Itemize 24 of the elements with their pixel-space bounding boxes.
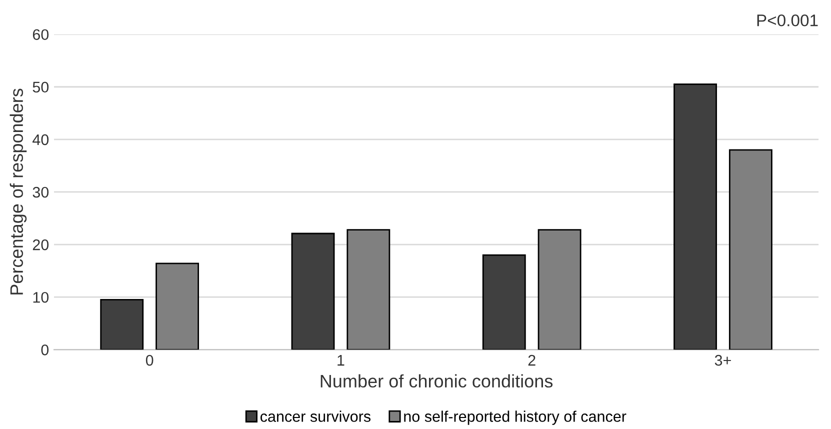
y-tick-label: 10	[33, 292, 49, 303]
bar	[346, 229, 390, 350]
legend-label: cancer survivors	[260, 410, 371, 422]
bar	[674, 84, 717, 350]
y-axis-title: Percentage of responders	[10, 88, 27, 294]
x-axis-title: Number of chronic conditions	[320, 374, 553, 388]
y-tick-label: 50	[32, 82, 49, 93]
bar	[291, 232, 335, 350]
y-tick-label: 40	[32, 134, 49, 146]
legend-label: no self-reported history of cancer	[404, 410, 626, 425]
y-tick-label: 30	[32, 186, 49, 198]
bar	[538, 229, 582, 350]
x-tick-label: 2	[528, 354, 536, 366]
x-tick-label: 1	[338, 355, 344, 366]
bar	[728, 149, 772, 350]
text: P<0.001	[757, 14, 818, 26]
y-tick-label: 60	[32, 29, 49, 40]
bar	[100, 299, 144, 350]
x-tick-label: 0	[146, 354, 154, 366]
x-tick-label: 3+	[714, 354, 731, 366]
y-tick-label: 0	[41, 344, 49, 356]
bar	[156, 262, 200, 350]
bar	[482, 254, 526, 350]
y-tick-label: 20	[32, 239, 49, 250]
